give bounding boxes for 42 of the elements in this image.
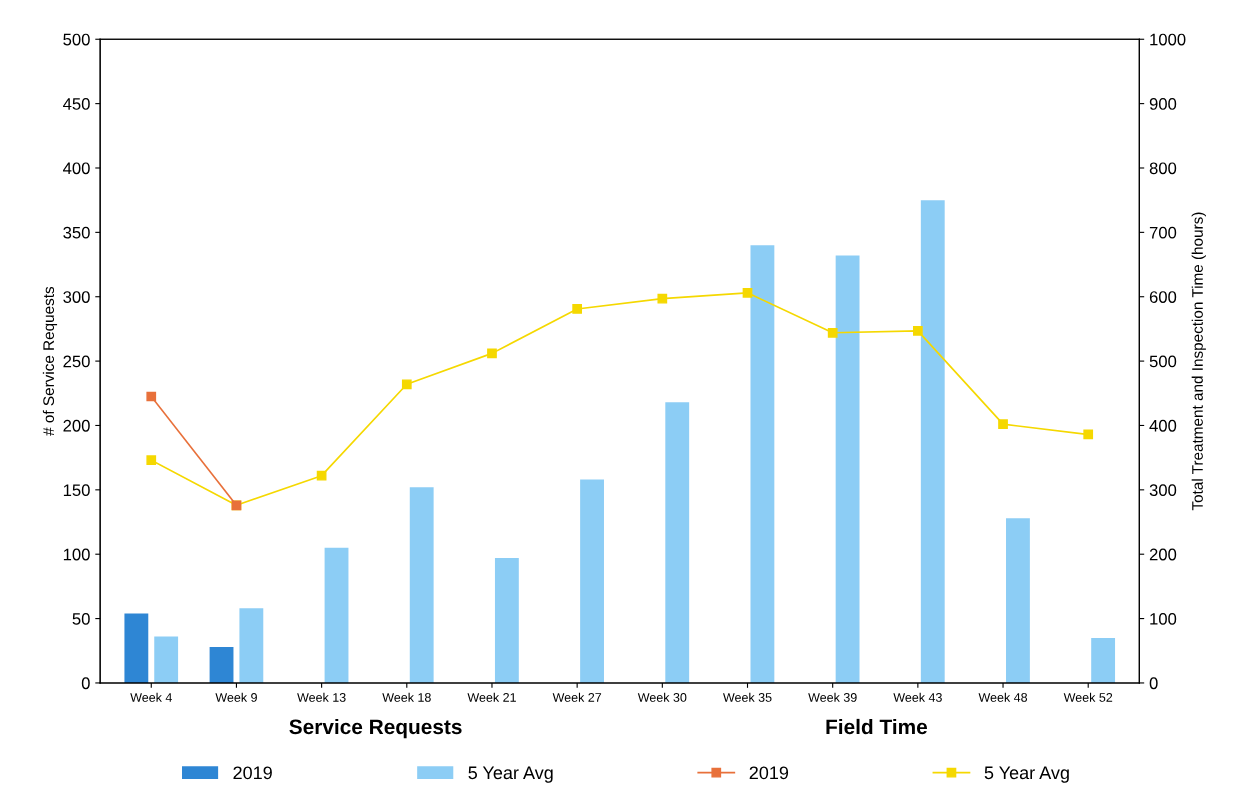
legend-label: 2019 xyxy=(749,766,789,780)
y-tick-label: 300 xyxy=(63,291,90,303)
y2-tick-label: 600 xyxy=(1149,291,1177,303)
y-tick-label: 450 xyxy=(63,98,90,110)
y-axis-title: # of Service Requests xyxy=(42,286,58,436)
x-tick-label: Week 48 xyxy=(978,692,1028,702)
y-tick-label: 500 xyxy=(63,33,90,46)
y-tick-label: 50 xyxy=(72,612,90,625)
y-tick-label: 350 xyxy=(63,226,90,239)
y2-tick-label: 400 xyxy=(1149,419,1177,432)
y2-tick-label: 1000 xyxy=(1150,33,1186,46)
y-tick-label: 400 xyxy=(63,162,90,175)
y2-tick-label: 200 xyxy=(1149,548,1177,561)
x-tick-label: Week 43 xyxy=(893,692,942,702)
y2-tick-label: 800 xyxy=(1149,162,1177,175)
y2-tick-label: 500 xyxy=(1149,355,1177,368)
y-tick-label: 200 xyxy=(63,419,90,432)
y2-tick-label: 300 xyxy=(1149,484,1177,497)
text: Service Requests xyxy=(289,718,462,739)
y-tick-label: 250 xyxy=(63,355,90,368)
x-tick-label: Week 27 xyxy=(552,692,602,702)
y-tick-label: 0 xyxy=(81,677,90,690)
x-tick-label: Week 18 xyxy=(382,692,431,702)
x-tick-label: Week 9 xyxy=(215,692,257,702)
legend-label: 2019 xyxy=(233,766,272,780)
x-tick-label: Week 35 xyxy=(723,692,772,702)
y2-tick-label: 0 xyxy=(1149,677,1158,690)
legend-label: 5 Year Avg xyxy=(468,766,553,783)
y2-tick-label: 700 xyxy=(1149,226,1177,239)
x-tick-label: Week 21 xyxy=(467,692,516,702)
text: Field Time xyxy=(826,718,928,735)
legend-label: 5 Year Avg xyxy=(984,766,1069,783)
y2-tick-label: 100 xyxy=(1150,612,1177,625)
y-tick-label: 100 xyxy=(63,548,90,561)
x-tick-label: Week 52 xyxy=(1063,692,1113,702)
x-tick-label: Week 4 xyxy=(130,692,172,702)
x-tick-label: Week 13 xyxy=(297,692,346,702)
y-tick-label: 150 xyxy=(63,484,90,497)
x-tick-label: Week 39 xyxy=(808,692,857,702)
y2-tick-label: 900 xyxy=(1149,98,1177,110)
y2-axis-title: Total Treatment and Inspection Time (hours) xyxy=(1191,212,1206,511)
x-tick-label: Week 30 xyxy=(637,692,687,702)
